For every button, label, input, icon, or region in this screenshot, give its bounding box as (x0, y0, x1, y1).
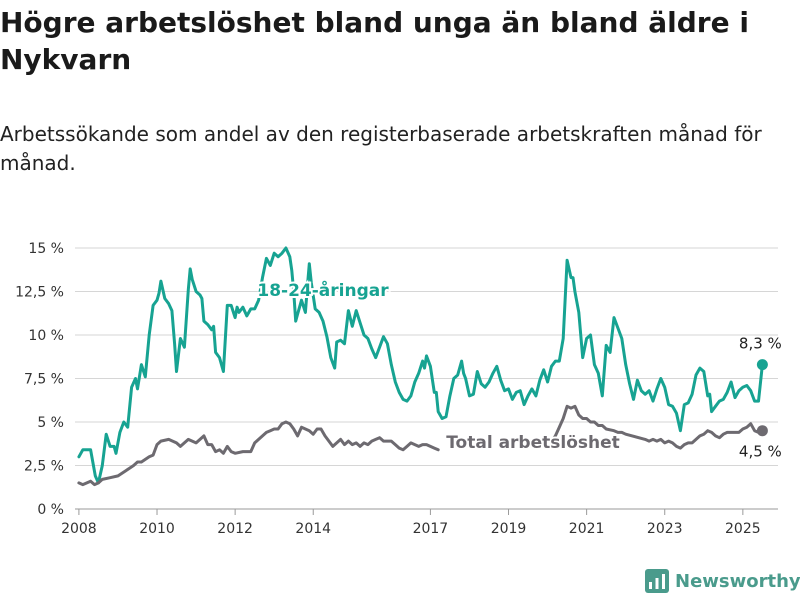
x-axis-ticks: 2008 2010 2012 2014 2017 2019 2021 2023 2025 (61, 509, 761, 537)
y-tick-label: 12,5 % (15, 285, 64, 301)
chart-subtitle: Arbetssökande som andel av den registerb… (0, 122, 762, 175)
y-tick-label: 0 % (37, 502, 64, 518)
newsworthy-logo-icon (645, 569, 669, 593)
x-tick-label: 2021 (569, 521, 605, 537)
series-end-value-label: 4,5 % (739, 443, 782, 461)
brand-name: Newsworthy (675, 570, 800, 592)
x-tick-label: 2012 (217, 521, 253, 537)
x-tick-label: 2010 (139, 521, 175, 537)
x-tick-label: 2025 (725, 521, 761, 537)
series-end-value-label: 8,3 % (739, 335, 782, 353)
series-line-18-24 (77, 246, 764, 485)
y-tick-label: 5 % (37, 415, 64, 431)
y-tick-label: 2,5 % (24, 459, 64, 475)
series-name-label-total: Total arbetslöshet (446, 433, 620, 453)
series-end-markers (756, 359, 768, 437)
x-tick-label: 2023 (647, 521, 683, 537)
chart-title: Högre arbetslöshet bland unga än bland ä… (0, 6, 749, 76)
x-tick-label: 2017 (413, 521, 449, 537)
series-line-total (77, 404, 764, 487)
series-end-point (756, 425, 768, 437)
y-grid (75, 247, 778, 510)
series-labels: 8,3 % 4,5 % 18-24-åringar Total arbetslöshe… (255, 277, 782, 461)
y-tick-label: 15 % (28, 241, 64, 257)
y-tick-label: 7,5 % (24, 372, 64, 388)
x-tick-label: 2019 (491, 521, 527, 537)
series-lines (77, 246, 764, 487)
x-tick-label: 2008 (61, 521, 97, 537)
y-axis-tick-labels: 0 % 2,5 % 5 % 7,5 % 10 % 12,5 % 15 % (15, 241, 64, 518)
series-name-label-18-24: 18-24-åringar (257, 279, 389, 301)
series-end-point (756, 359, 768, 371)
x-tick-label: 2014 (295, 521, 331, 537)
brand[interactable]: Newsworthy (645, 569, 800, 593)
y-tick-label: 10 % (28, 328, 64, 344)
